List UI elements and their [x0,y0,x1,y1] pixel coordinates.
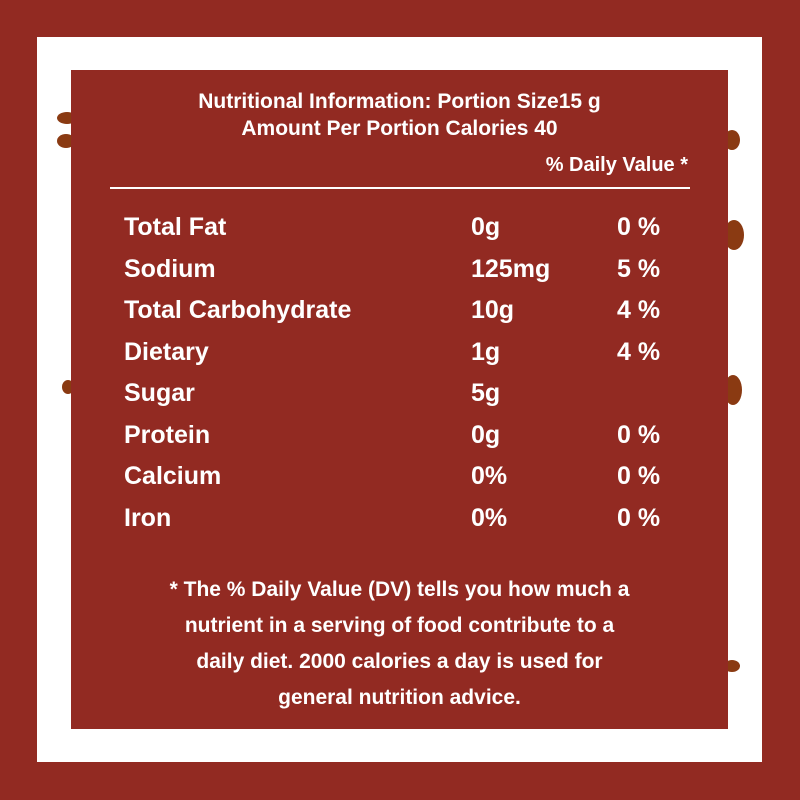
decorative-blob [724,130,740,150]
nutrient-dv: 0 % [617,462,661,490]
nutrient-amount: 0g [471,213,501,241]
nutrient-amount: 0% [471,503,508,532]
nutrient-name: Sugar [124,379,195,407]
nutrient-amount: 0% [471,462,508,490]
table-row: Protein 0g 0 % [71,421,728,461]
footnote-line: nutrient in a serving of food contribute… [184,614,615,637]
nutrient-dv: 4 % [617,337,661,366]
nutrient-name: Protein [124,420,211,449]
footnote-line: * The % Daily Value (DV) tells you how m… [169,578,630,601]
nutrient-dv: 0 % [617,420,661,449]
decorative-blob [57,134,75,148]
daily-value-label: % Daily Value * [545,154,688,176]
decorative-blob [724,660,740,672]
table-row: Dietary 1g 4 % [71,338,728,378]
nutrient-amount: 5g [471,379,501,407]
table-row: Total Fat 0g 0 % [71,213,728,253]
nutrient-name: Sodium [124,254,216,283]
table-row: Sugar 5g [71,379,728,419]
calories-line: Amount Per Portion Calories 40 [241,117,558,140]
nutrient-amount: 10g [471,296,515,324]
nutrient-dv: 0 % [617,213,661,241]
nutrient-dv: 0 % [617,503,661,532]
decorative-blob [724,375,742,405]
nutrient-name: Total Carbohydrate [124,296,352,324]
footnote-line: daily diet. 2000 calories a day is used … [196,650,603,673]
table-row: Calcium 0% 0 % [71,462,728,502]
nutrient-amount: 1g [471,337,501,366]
nutrient-name: Iron [124,503,172,532]
nutrient-name: Calcium [124,462,222,490]
nutrient-dv: 4 % [617,296,661,324]
divider [110,187,690,189]
nutrition-panel: Nutritional Information: Portion Size15 … [71,70,728,729]
nutrient-dv: 5 % [617,254,661,283]
portion-size-line: Nutritional Information: Portion Size15 … [198,90,601,113]
nutrient-amount: 0g [471,420,501,449]
table-row: Total Carbohydrate 10g 4 % [71,296,728,336]
footnote: * The % Daily Value (DV) tells you how m… [91,572,708,716]
decorative-blob [724,220,744,250]
header: Nutritional Information: Portion Size15 … [71,88,728,142]
table-row: Sodium 125mg 5 % [71,255,728,295]
nutrient-name: Total Fat [124,213,227,241]
nutrient-name: Dietary [124,337,209,366]
footnote-line: general nutrition advice. [278,686,521,709]
nutrient-amount: 125mg [471,254,551,283]
table-row: Iron 0% 0 % [71,504,728,544]
